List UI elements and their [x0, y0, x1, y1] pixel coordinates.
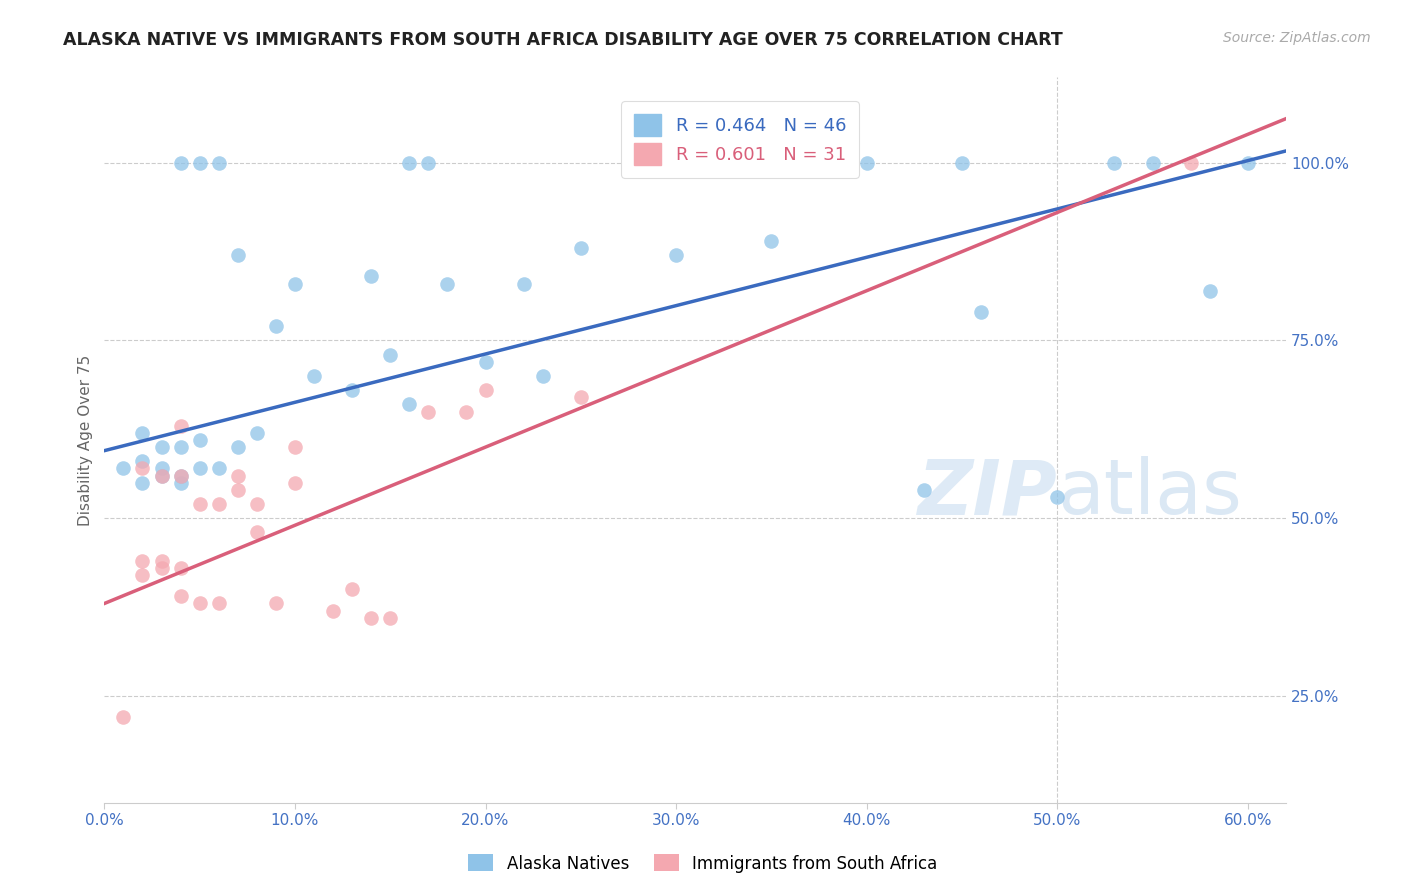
Point: [284, 277, 307, 291]
Point: [226, 483, 249, 497]
Point: [208, 155, 231, 169]
Point: [169, 440, 191, 454]
Point: [456, 404, 478, 418]
Point: [912, 483, 935, 497]
Point: [284, 475, 307, 490]
Point: [264, 319, 287, 334]
Point: [208, 597, 231, 611]
Legend: Alaska Natives, Immigrants from South Africa: Alaska Natives, Immigrants from South Af…: [461, 847, 945, 880]
Point: [322, 604, 344, 618]
Point: [169, 475, 191, 490]
Point: [208, 461, 231, 475]
Point: [970, 305, 993, 319]
Point: [246, 497, 269, 511]
Point: [723, 155, 745, 169]
Point: [131, 554, 153, 568]
Point: [1046, 490, 1069, 504]
Point: [340, 383, 363, 397]
Point: [284, 440, 307, 454]
Point: [150, 554, 173, 568]
Point: [131, 475, 153, 490]
Point: [512, 277, 534, 291]
Point: [246, 425, 269, 440]
Point: [569, 390, 592, 404]
Point: [418, 404, 440, 418]
Point: [665, 248, 688, 262]
Point: [188, 497, 211, 511]
Point: [1142, 155, 1164, 169]
Text: ALASKA NATIVE VS IMMIGRANTS FROM SOUTH AFRICA DISABILITY AGE OVER 75 CORRELATION: ALASKA NATIVE VS IMMIGRANTS FROM SOUTH A…: [63, 31, 1063, 49]
Point: [627, 155, 650, 169]
Point: [950, 155, 973, 169]
Point: [246, 525, 269, 540]
Point: [761, 234, 783, 248]
Point: [474, 355, 496, 369]
Point: [169, 590, 191, 604]
Point: [131, 568, 153, 582]
Y-axis label: Disability Age Over 75: Disability Age Over 75: [79, 354, 93, 525]
Point: [131, 461, 153, 475]
Point: [855, 155, 877, 169]
Point: [226, 440, 249, 454]
Point: [150, 461, 173, 475]
Point: [226, 248, 249, 262]
Point: [398, 155, 420, 169]
Text: ZIP: ZIP: [918, 457, 1057, 531]
Point: [474, 383, 496, 397]
Point: [380, 610, 402, 624]
Point: [150, 468, 173, 483]
Point: [1180, 155, 1202, 169]
Point: [208, 497, 231, 511]
Point: [169, 468, 191, 483]
Point: [169, 418, 191, 433]
Legend: R = 0.464   N = 46, R = 0.601   N = 31: R = 0.464 N = 46, R = 0.601 N = 31: [621, 101, 859, 178]
Point: [150, 468, 173, 483]
Point: [380, 348, 402, 362]
Point: [169, 561, 191, 575]
Point: [112, 710, 135, 724]
Point: [1237, 155, 1260, 169]
Point: [302, 369, 325, 384]
Point: [340, 582, 363, 597]
Point: [131, 454, 153, 468]
Point: [360, 269, 382, 284]
Point: [531, 369, 554, 384]
Point: [150, 561, 173, 575]
Point: [569, 241, 592, 255]
Point: [188, 155, 211, 169]
Point: [150, 440, 173, 454]
Text: Source: ZipAtlas.com: Source: ZipAtlas.com: [1223, 31, 1371, 45]
Point: [112, 461, 135, 475]
Text: atlas: atlas: [1057, 457, 1241, 531]
Point: [264, 597, 287, 611]
Point: [188, 461, 211, 475]
Point: [169, 155, 191, 169]
Point: [226, 468, 249, 483]
Point: [188, 597, 211, 611]
Point: [131, 425, 153, 440]
Point: [1198, 284, 1220, 298]
Point: [188, 433, 211, 447]
Point: [436, 277, 458, 291]
Point: [418, 155, 440, 169]
Point: [1104, 155, 1126, 169]
Point: [169, 468, 191, 483]
Point: [398, 397, 420, 411]
Point: [360, 610, 382, 624]
